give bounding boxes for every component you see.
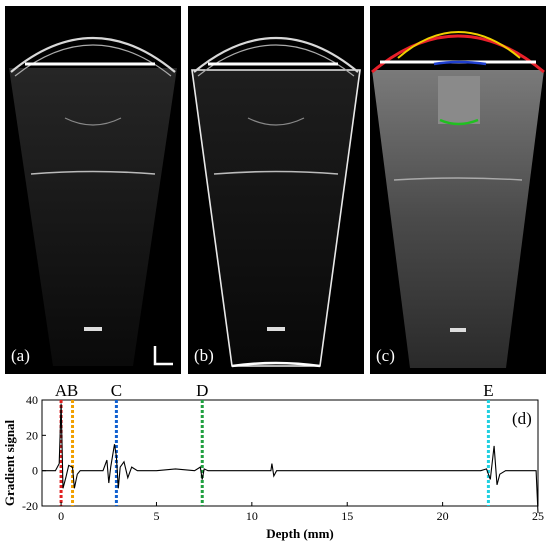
marker-label-E: E: [483, 381, 493, 400]
plot-panel-label: (d): [512, 409, 532, 428]
fan-bottom-b: [231, 361, 321, 368]
oct-image-panel-c: (c): [370, 6, 546, 374]
series-line-0: [42, 403, 539, 514]
lens-body-c: [438, 76, 480, 124]
cornea-outer-b: [193, 37, 359, 73]
scan-fan-b: [191, 69, 361, 367]
x-tick-label: 5: [153, 509, 159, 523]
retina-echo-a: [30, 170, 156, 175]
oct-image-b: [191, 37, 361, 368]
cornea-outer-c: [371, 34, 545, 74]
panel-label-c: (c): [376, 346, 395, 365]
panel-label-a: (a): [11, 346, 30, 365]
plot-border: [41, 399, 539, 507]
oct-image-panel-a: (a): [5, 6, 181, 374]
panel-label-b: (b): [194, 346, 214, 365]
scan-fan-c: [372, 70, 544, 368]
y-tick-label: 40: [26, 393, 38, 407]
cornea-outer-a: [10, 37, 176, 73]
x-axis-label: Depth (mm): [266, 526, 334, 541]
retina-echo-c: [393, 177, 523, 181]
x-tick-label: 25: [532, 509, 544, 523]
gradient-series: [42, 403, 539, 514]
axis-ticks: 0 5 10 15 20 25 -20 0 20 40: [22, 393, 544, 523]
lens-back-a: [64, 117, 122, 126]
y-axis-label: Gradient signal: [2, 419, 17, 506]
reflection-spot-b: [267, 327, 285, 331]
oct-image-panel-b: (b): [188, 6, 364, 374]
cornea-inner-c: [397, 31, 521, 59]
marker-label-B: B: [67, 381, 78, 400]
x-tick-label: 20: [437, 509, 449, 523]
x-tick-label: 10: [246, 509, 258, 523]
y-tick-label: 0: [32, 464, 38, 478]
reflection-spot-c: [450, 328, 466, 332]
marker-label-D: D: [196, 381, 208, 400]
retina-echo-b: [213, 170, 339, 175]
lens-back-c: [439, 118, 479, 126]
reflection-spot-a: [84, 327, 102, 331]
x-tick-label: 15: [341, 509, 353, 523]
oct-image-a: [9, 37, 177, 366]
lens-front-c: [433, 60, 487, 66]
scale-bar: [153, 346, 173, 366]
scan-fan-a: [9, 68, 177, 366]
x-tick-label: 0: [58, 509, 64, 523]
marker-label-C: C: [111, 381, 122, 400]
y-tick-label: -20: [22, 499, 38, 513]
plot-frame: [41, 399, 539, 507]
marker-label-A: A: [55, 381, 68, 400]
y-tick-label: 20: [26, 428, 38, 442]
lens-back-b: [247, 117, 305, 126]
oct-image-c: [371, 31, 545, 368]
